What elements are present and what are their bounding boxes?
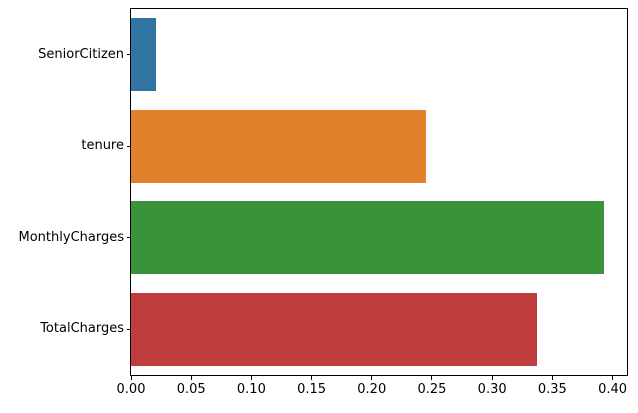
x-tick-mark: [250, 376, 252, 380]
x-tick-label: 0.30: [477, 382, 507, 397]
x-tick-mark: [130, 376, 132, 380]
y-tick-mark: [127, 145, 131, 147]
x-tick-label: 0.35: [537, 382, 567, 397]
x-tick-mark: [431, 376, 433, 380]
x-tick-mark: [551, 376, 553, 380]
x-tick-mark: [612, 376, 614, 380]
y-tick-mark: [127, 237, 131, 239]
x-tick-label: 0.25: [417, 382, 447, 397]
x-tick-label: 0.20: [357, 382, 387, 397]
y-tick-label: SeniorCitizen: [38, 46, 124, 62]
x-tick-label: 0.05: [176, 382, 206, 397]
plot-area: [130, 8, 628, 376]
x-tick-mark: [371, 376, 373, 380]
y-tick-label: tenure: [81, 138, 124, 154]
bar-seniorcitizen: [131, 18, 157, 92]
y-tick-mark: [127, 54, 131, 56]
y-tick-label: TotalCharges: [40, 321, 124, 337]
x-tick-label: 0.00: [116, 382, 146, 397]
x-tick-label: 0.40: [598, 382, 628, 397]
x-tick-label: 0.10: [236, 382, 266, 397]
bar-tenure: [131, 109, 426, 183]
bar-monthlycharges: [131, 201, 605, 275]
x-tick-mark: [190, 376, 192, 380]
x-tick-label: 0.15: [297, 382, 327, 397]
bar-totalcharges: [131, 292, 537, 366]
y-tick-label: MonthlyCharges: [18, 229, 124, 245]
x-tick-mark: [491, 376, 493, 380]
y-tick-mark: [127, 328, 131, 330]
x-tick-mark: [311, 376, 313, 380]
